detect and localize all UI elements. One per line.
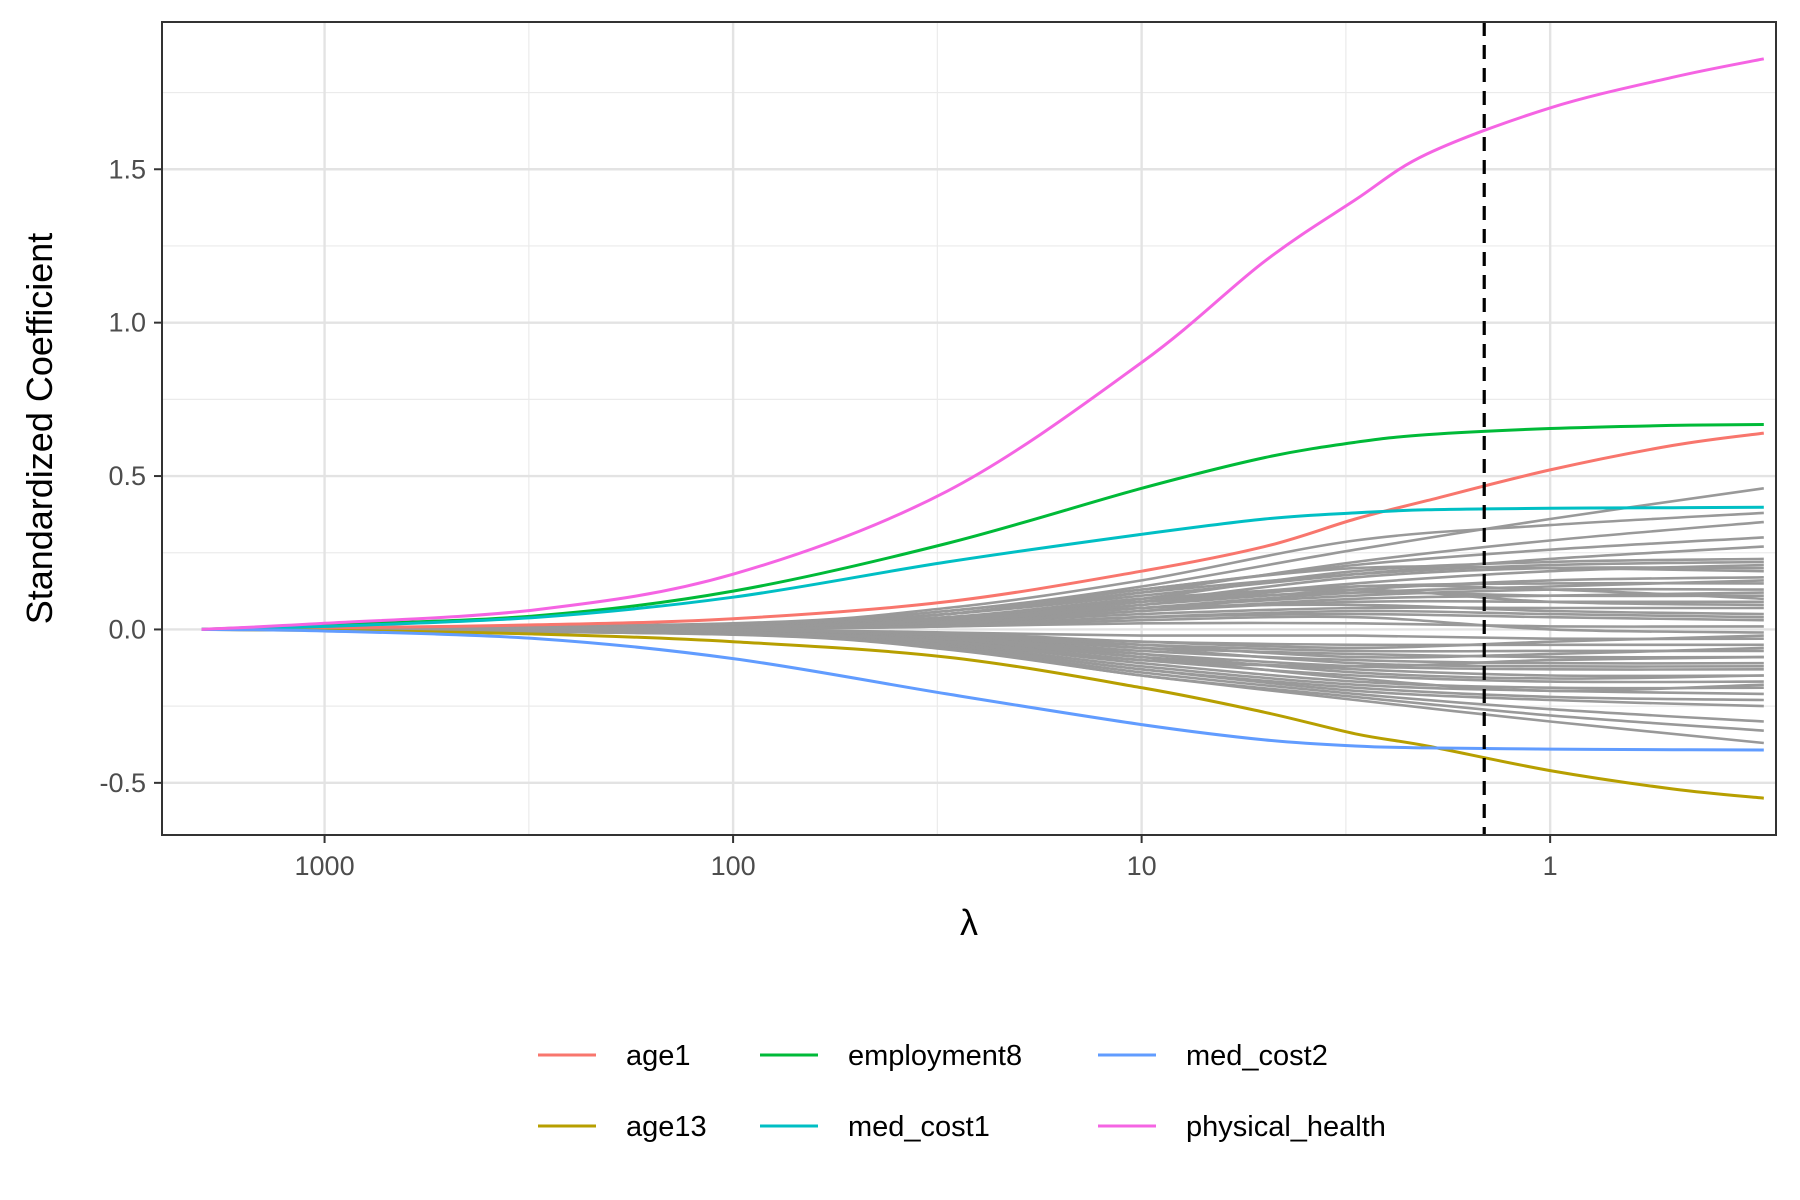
y-tick-label: 0.5 <box>108 461 146 491</box>
x-tick-label: 10 <box>1127 851 1157 881</box>
series-line-age13 <box>201 627 1764 800</box>
other-coefficient-line <box>201 628 1764 668</box>
y-axis: -0.5 0.0 0.5 1.0 1.5 <box>99 154 162 798</box>
x-axis-title: λ <box>960 902 978 943</box>
y-tick-label: -0.5 <box>99 768 146 798</box>
legend: age1 age13 employment8 med_cost1 med_cost2ph… <box>538 1040 1386 1143</box>
x-tick-label: 1 <box>1543 851 1558 881</box>
other-coefficient-line <box>201 588 1764 631</box>
legend-label-employment8: employment8 <box>848 1040 1022 1072</box>
panel-border <box>161 21 1777 836</box>
series-line-physical-health <box>201 57 1765 631</box>
other-coefficient-lines <box>201 487 1764 745</box>
x-axis: 1000 100 10 1 <box>295 835 1558 881</box>
x-tick-label: 100 <box>711 851 756 881</box>
y-tick-label: 0.0 <box>108 614 146 644</box>
highlighted-coefficient-lines <box>201 57 1765 800</box>
legend-label-med-cost1: med_cost1 <box>848 1111 990 1143</box>
minor-gridlines <box>162 22 1776 835</box>
series-line-med-cost2 <box>201 627 1764 752</box>
legend-label-med-cost2: med_cost2 <box>1186 1040 1328 1072</box>
series-line-age1 <box>201 431 1764 631</box>
legend-label-physical-health: physical_health <box>1186 1111 1386 1143</box>
y-axis-title: Standardized Coefficient <box>19 233 60 625</box>
legend-label-age13: age13 <box>626 1111 707 1143</box>
y-tick-label: 1.5 <box>108 154 146 184</box>
legend-label-age1: age1 <box>626 1040 691 1072</box>
x-tick-label: 1000 <box>295 851 355 881</box>
y-tick-label: 1.0 <box>108 308 146 338</box>
series-line-med-cost1 <box>201 505 1764 631</box>
